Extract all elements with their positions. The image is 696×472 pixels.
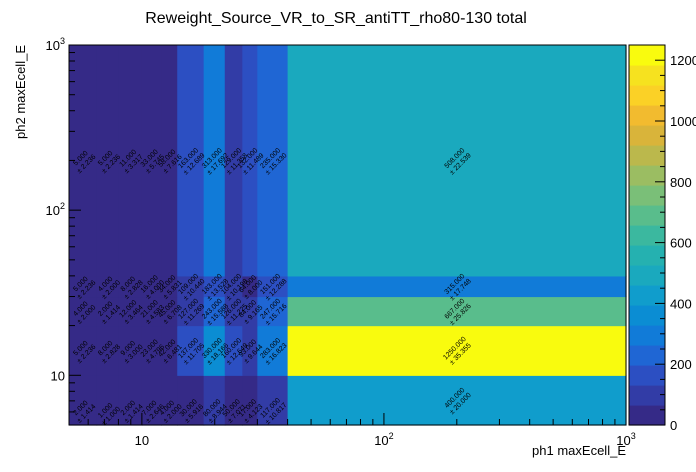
heatmap-cell: [161, 296, 178, 327]
chart-title: Reweight_Source_VR_to_SR_antiTT_rho80-13…: [145, 10, 527, 27]
heatmap-cell: [257, 325, 289, 376]
colorbar-band: [629, 165, 665, 186]
colorbar-tick-label: 800: [670, 175, 692, 190]
heatmap-cell: [257, 375, 289, 426]
heatmap-cell: [177, 275, 205, 298]
y-axis: 10 102 103: [46, 36, 81, 426]
heatmap-cell: [203, 375, 226, 426]
colorbar-band: [629, 285, 665, 306]
heatmap-cell: [177, 325, 205, 376]
colorbar-tick-label: 1200: [670, 53, 696, 68]
heatmap-cell: [161, 45, 178, 277]
colorbar-band: [629, 305, 665, 326]
heatmap-cell: [177, 45, 205, 277]
colorbar: 0 200 400 600 800 1000 1200: [628, 44, 696, 433]
heatmap-cell: [118, 296, 143, 327]
heatmap-cell: [141, 45, 162, 277]
colorbar-band: [629, 185, 665, 206]
colorbar-tick-label: 0: [670, 418, 677, 433]
heatmap-cell: [141, 375, 162, 426]
heatmap-cell: [287, 325, 627, 376]
heatmap-cell: [287, 275, 627, 298]
heatmap-cell: [96, 325, 120, 376]
colorbar-tick-label: 400: [670, 296, 692, 311]
heatmap-cell: [224, 45, 243, 277]
heatmap-cell: [203, 45, 226, 277]
heatmap-cell: [203, 296, 226, 327]
heatmap-cell: [203, 275, 226, 298]
heatmap-cell: [242, 275, 258, 298]
colorbar-tick-label: 600: [670, 236, 692, 251]
heatmap-cell: [96, 296, 120, 327]
heatmap-cell: [287, 296, 627, 327]
heatmap-cell: [118, 325, 143, 376]
colorbar-band: [629, 405, 665, 426]
colorbar-band: [629, 265, 665, 286]
heatmap-cell: [69, 275, 98, 298]
heatmap-cell: [224, 275, 243, 298]
heatmap-cell: [96, 275, 120, 298]
x-tick-label: 103: [616, 431, 635, 448]
heatmap-cell: [224, 296, 243, 327]
heatmap-cell: [224, 325, 243, 376]
x-axis: 10 102 103: [68, 413, 636, 448]
heatmap-cell: [203, 325, 226, 376]
heatmap-cell: [287, 375, 627, 426]
heatmap-cell: [96, 45, 120, 277]
heatmap-cell: [257, 275, 289, 298]
x-axis-label: ph1 maxEcell_E: [532, 443, 626, 458]
colorbar-band: [629, 365, 665, 386]
x-tick-label: 10: [135, 433, 149, 448]
colorbar-tick-label: 200: [670, 357, 692, 372]
heatmap-cells: [69, 45, 627, 426]
heatmap-cell: [257, 45, 289, 277]
colorbar-band: [629, 245, 665, 266]
heatmap-cell: [118, 275, 143, 298]
heatmap-cell: [242, 296, 258, 327]
heatmap-cell: [177, 296, 205, 327]
heatmap-cell: [118, 45, 143, 277]
y-tick-label: 102: [46, 201, 65, 218]
heatmap-cell: [242, 325, 258, 376]
colorbar-band: [629, 385, 665, 406]
colorbar-band: [629, 65, 665, 86]
heatmap-cell: [69, 325, 98, 376]
heatmap-cell: [161, 275, 178, 298]
heatmap-cell: [141, 325, 162, 376]
heatmap-cell: [257, 296, 289, 327]
colorbar-frame: [628, 44, 666, 426]
colorbar-band: [629, 125, 665, 146]
heatmap-cell: [96, 375, 120, 426]
heatmap-cell: [118, 375, 143, 426]
colorbar-band: [629, 205, 665, 226]
x-tick-label: 102: [374, 431, 393, 448]
heatmap-cell: [242, 45, 258, 277]
colorbar-band: [629, 145, 665, 166]
heatmap-cell: [287, 45, 627, 277]
heatmap-cell: [141, 275, 162, 298]
y-tick-label: 10: [51, 368, 65, 383]
colorbar-band: [629, 45, 665, 66]
y-tick-label: 103: [46, 36, 65, 53]
colorbar-band: [629, 345, 665, 366]
y-axis-label: ph2 maxEcell_E: [13, 45, 28, 139]
heatmap-cell: [177, 375, 205, 426]
heatmap-cell: [242, 375, 258, 426]
colorbar-band: [629, 225, 665, 246]
colorbar-band: [629, 105, 665, 126]
heatmap-cell: [161, 325, 178, 376]
heatmap-cell: [141, 296, 162, 327]
colorbar-band: [629, 85, 665, 106]
heatmap-cell: [224, 375, 243, 426]
heatmap-cell: [161, 375, 178, 426]
colorbar-tick-label: 1000: [670, 114, 696, 129]
heatmap-cell: [69, 296, 98, 327]
plot-frame: [68, 44, 627, 426]
colorbar-band: [629, 325, 665, 346]
